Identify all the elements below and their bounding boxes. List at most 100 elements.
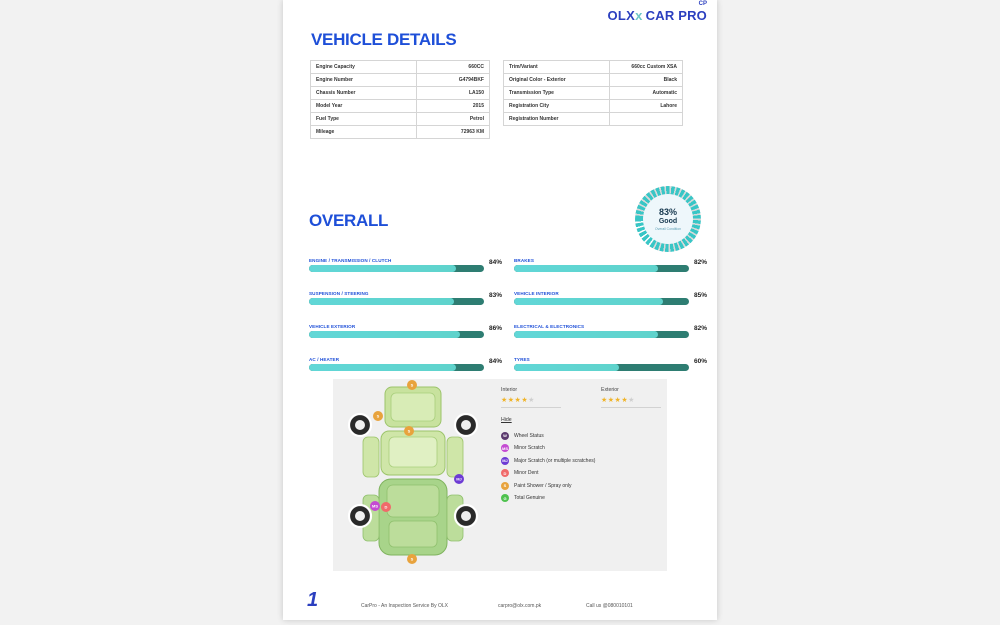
detail-value: 2015 — [416, 99, 490, 113]
score-bar-electrical: ELECTRICAL & ELECTRONICS 82% — [514, 324, 707, 338]
legend-label: Paint Shower / Spray only — [514, 482, 572, 489]
footer-phone: Call us @080010101 — [586, 603, 633, 609]
gauge-label: Good — [658, 218, 678, 225]
table-row: Original Color - Exterior Black — [503, 73, 683, 87]
score-bar-value: 60% — [694, 358, 708, 365]
score-bar-brakes: BRAKES 82% — [514, 258, 707, 272]
svg-text:S: S — [411, 383, 414, 388]
olx-logo-x: x — [635, 8, 643, 23]
detail-value: 660CC — [416, 60, 490, 74]
score-bar-fill — [309, 331, 460, 338]
list-item: S Paint Shower / Spray only — [501, 481, 661, 490]
page-title-vehicle-details: VEHICLE DETAILS — [311, 30, 457, 49]
interior-label: Interior — [501, 387, 518, 393]
detail-value: Automatic — [609, 86, 683, 100]
score-bar-fill — [309, 298, 455, 305]
total-genuine-icon: G — [501, 494, 509, 503]
car-diagram: S S S MJ MS D S — [333, 379, 493, 571]
score-bar-label: TYRES — [514, 357, 530, 362]
score-bar-fill — [514, 265, 658, 272]
score-bar-suspension: SUSPENSION / STEERING 83% — [309, 291, 502, 305]
score-bar-tyres: TYRES 60% — [514, 357, 707, 371]
divider — [501, 407, 561, 408]
detail-key: Transmission Type — [503, 86, 610, 100]
score-bar-fill — [514, 364, 619, 371]
table-row: Engine Capacity 660CC — [310, 60, 490, 74]
svg-text:MJ: MJ — [456, 477, 462, 482]
wheel-status-icon: W — [501, 431, 509, 440]
detail-key: Fuel Type — [310, 112, 417, 126]
score-bar-value: 83% — [489, 292, 503, 299]
svg-text:MS: MS — [372, 504, 378, 509]
gauge-center: 83% Good Overall Condition — [643, 194, 693, 244]
score-bar-label: SUSPENSION / STEERING — [309, 291, 369, 296]
detail-value: 660cc Custom XSA — [609, 60, 683, 74]
legend-label: Wheel Status — [514, 432, 544, 439]
detail-key: Engine Number — [310, 73, 417, 87]
score-bar-value: 84% — [489, 358, 503, 365]
footer-logo: 1 — [307, 589, 319, 611]
detail-key: Mileage — [310, 125, 417, 139]
svg-text:S: S — [411, 557, 414, 562]
detail-key: Trim/Variant — [503, 60, 610, 74]
score-bar-value: 86% — [489, 325, 503, 332]
gauge-percent: 83% — [658, 207, 677, 217]
hide-link[interactable]: Hide — [501, 416, 512, 423]
minor-dent-icon: D — [501, 469, 509, 478]
detail-value: LA150 — [416, 86, 490, 100]
score-bar-track — [309, 265, 484, 272]
table-row: Engine Number G4794BKF — [310, 73, 490, 87]
table-row: Chassis Number LA150 — [310, 86, 490, 100]
table-row: Model Year 2015 — [310, 99, 490, 113]
table-row: Transmission Type Automatic — [503, 86, 683, 100]
score-bar-track — [514, 298, 689, 305]
interior-rating: Interior ★★★★★ — [501, 387, 561, 408]
score-bar-label: VEHICLE INTERIOR — [514, 291, 559, 296]
score-bar-track — [514, 364, 689, 371]
detail-key: Chassis Number — [310, 86, 417, 100]
detail-value: 72963 KM — [416, 125, 490, 139]
legend-label: Minor Scratch — [514, 445, 545, 452]
svg-text:S: S — [408, 429, 411, 434]
olx-logo-text: OLXx — [607, 8, 643, 23]
interior-stars: ★★★★★ — [501, 397, 535, 404]
table-row: Trim/Variant 660cc Custom XSA — [503, 60, 683, 74]
score-bar-label: ELECTRICAL & ELECTRONICS — [514, 324, 585, 329]
score-bar-value: 85% — [694, 292, 708, 299]
detail-key: Registration City — [503, 99, 610, 113]
list-item: G Total Genuine — [501, 494, 661, 503]
car-diagram-svg: S S S MJ MS D S — [347, 380, 479, 564]
major-scratch-icon: MJ — [501, 456, 509, 465]
list-item: MS Minor Scratch — [501, 444, 661, 453]
vehicle-details-left-table: Engine Capacity 660CC Engine Number G4794B… — [310, 60, 490, 139]
score-bar-value: 84% — [489, 259, 503, 266]
svg-text:S: S — [377, 414, 380, 419]
detail-value: G4794BKF — [416, 73, 490, 87]
vehicle-details-right-table: Trim/Variant 660cc Custom XSA Original Co… — [503, 60, 683, 126]
score-bar-label: ENGINE / TRANSMISSION / CLUTCH — [309, 258, 392, 263]
score-bar-label: VEHICLE EXTERIOR — [309, 324, 356, 329]
score-bar-value: 82% — [694, 325, 708, 332]
detail-key: Registration Number — [503, 112, 610, 126]
page-title-overall: OVERALL — [309, 211, 389, 230]
score-bar-ac-heater: AC / HEATER 84% — [309, 357, 502, 371]
condition-legend: Interior ★★★★★ Exterior ★★★★★ Hide W Whe… — [501, 387, 661, 507]
score-bar-interior: VEHICLE INTERIOR 85% — [514, 291, 707, 305]
overall-score-gauge: 83% Good Overall Condition — [635, 186, 701, 252]
detail-value — [609, 112, 683, 126]
score-bar-track — [309, 298, 484, 305]
detail-value: Lahore — [609, 99, 683, 113]
olx-carpro-logo: OLXx CAR PRO CP — [607, 1, 707, 23]
exterior-rating: Exterior ★★★★★ — [601, 387, 661, 408]
footer-tagline: CarPro - An Inspection Service By OLX — [361, 603, 448, 609]
svg-text:D: D — [385, 505, 388, 510]
paint-shower-icon: S — [501, 481, 509, 490]
legend-label: Minor Dent — [514, 470, 539, 477]
table-row: Fuel Type Petrol — [310, 112, 490, 126]
legend-label: Total Genuine — [514, 495, 545, 502]
gauge-sublabel: Overall Condition — [654, 227, 681, 231]
score-bar-fill — [309, 364, 456, 371]
footer-email[interactable]: carpro@olx.com.pk — [498, 603, 542, 609]
rating-header: Interior ★★★★★ Exterior ★★★★★ — [501, 387, 661, 408]
score-bar-engine: ENGINE / TRANSMISSION / CLUTCH 84% — [309, 258, 502, 272]
